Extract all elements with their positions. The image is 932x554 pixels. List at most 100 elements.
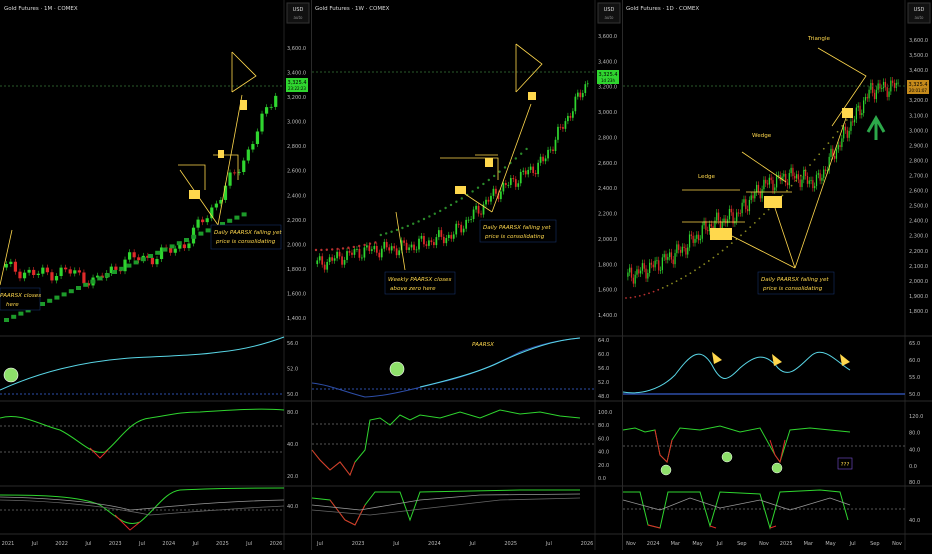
candle-body [843, 126, 845, 139]
price-tick-label: 2,800.0 [909, 158, 928, 164]
paarsx-marker [191, 234, 197, 239]
candle-body [630, 267, 633, 278]
ind1-tick-label: 64.0 [598, 338, 609, 344]
ind2-tick-label: 40.0 [598, 450, 609, 456]
paarsx-marker [514, 157, 517, 160]
candle-body [77, 270, 81, 273]
price-tick-label: 2,000.0 [909, 279, 928, 285]
paarsx-marker [712, 256, 715, 259]
candle-body [892, 80, 894, 83]
candle-body [228, 172, 232, 186]
paarsx-marker [347, 246, 350, 249]
price-tick-label: 2,700.0 [909, 174, 928, 180]
paarsx-marker [707, 260, 710, 262]
price-tick-label: 1,800.0 [287, 267, 306, 273]
candle-body [472, 209, 475, 220]
candle-body [721, 222, 723, 229]
candle-body [114, 266, 118, 270]
candle-body [730, 208, 732, 213]
currency-label: USD [293, 7, 304, 13]
paarsx-marker [661, 286, 664, 289]
candle-body [269, 106, 273, 108]
paarsx-marker [818, 153, 821, 156]
candle-body [757, 184, 760, 192]
candle-body [875, 89, 877, 100]
candle-body [400, 240, 403, 251]
ind3-tick-label: 40.0 [287, 504, 298, 510]
paarsx-marker [241, 212, 247, 217]
candle-body [638, 269, 640, 274]
candle-body [366, 245, 368, 248]
candle-body [405, 242, 408, 250]
candle-body [645, 268, 647, 279]
candle-body [321, 256, 324, 265]
candle-body [336, 251, 338, 259]
price-tick-label: 3,000.0 [287, 120, 306, 126]
time-tick-label: Jul [138, 541, 145, 547]
currency-button[interactable] [907, 2, 931, 24]
candle-body [897, 82, 899, 84]
price-tag-value: 3,325.4 [908, 82, 927, 88]
candle-body [725, 218, 727, 224]
candle-body [22, 272, 27, 279]
time-tick-label: 2024 [162, 541, 175, 547]
candle-body [649, 262, 651, 273]
paarsx-marker [61, 292, 67, 297]
label-wedge: Wedge [752, 133, 772, 139]
indicator-1-axis: 56.0 52.0 50.0 [287, 341, 298, 398]
price-tick-label: 2,600.0 [598, 161, 617, 167]
candle-body [237, 172, 241, 173]
time-tick-label: Nov [626, 541, 636, 547]
price-tick-label: 2,900.0 [909, 143, 928, 149]
candle-body [873, 92, 876, 100]
candle-body [383, 241, 386, 249]
panel-1w: Gold Futures · 1W · COMEX USD auto 3,600… [311, 0, 622, 550]
paarsx-marker [813, 158, 816, 161]
paarsx-marker [781, 194, 784, 197]
candle-body [861, 113, 863, 115]
candle-body [884, 81, 887, 88]
candle-body [242, 160, 246, 173]
annotation-1w-left-1: Weekly PAARSX closes [388, 277, 451, 283]
paarsx-marker [726, 246, 729, 248]
candle-body [745, 199, 747, 210]
paarsx-marker [758, 217, 761, 220]
candle-body [868, 89, 870, 99]
price-tick-label: 3,400.0 [287, 71, 306, 77]
candle-body [634, 274, 636, 284]
paarsx-marker [428, 215, 431, 218]
candle-body [710, 224, 712, 227]
candle-body [368, 245, 371, 251]
ind1-tick-label: 55.0 [909, 375, 920, 381]
candle-body [529, 166, 532, 170]
candle-body [452, 234, 455, 239]
scale-mode-label: auto [914, 15, 924, 20]
candle-body [127, 252, 132, 260]
paarsx-marker [412, 222, 415, 225]
ind1-tick-label: 60.0 [909, 358, 920, 364]
paarsx-marker [169, 244, 175, 249]
currency-button[interactable] [597, 2, 621, 24]
currency-button[interactable] [286, 2, 310, 24]
candle-body [893, 82, 896, 88]
price-tick-label: 3,600.0 [598, 34, 617, 40]
paarsx-marker [730, 242, 733, 245]
candle-body [348, 251, 351, 253]
candle-body [665, 254, 667, 260]
ind2-tick-label: 0.0 [909, 464, 917, 470]
candle-body [380, 248, 383, 258]
candle-body [569, 115, 572, 118]
paarsx-marker [703, 263, 706, 266]
paarsx-marker [744, 230, 747, 233]
annotation-1w-left-2: above zero here [390, 286, 436, 292]
paarsx-marker [220, 222, 225, 226]
paarsx-marker [325, 248, 328, 251]
price-tick-label: 2,300.0 [909, 234, 928, 240]
candle-body [837, 145, 839, 150]
candle-body [150, 257, 155, 265]
price-tick-label: 1,400.0 [287, 316, 306, 322]
time-tick-label: 2022 [55, 541, 68, 547]
candle-body [123, 259, 127, 272]
candle-body [739, 213, 741, 214]
candle-body [430, 240, 433, 243]
